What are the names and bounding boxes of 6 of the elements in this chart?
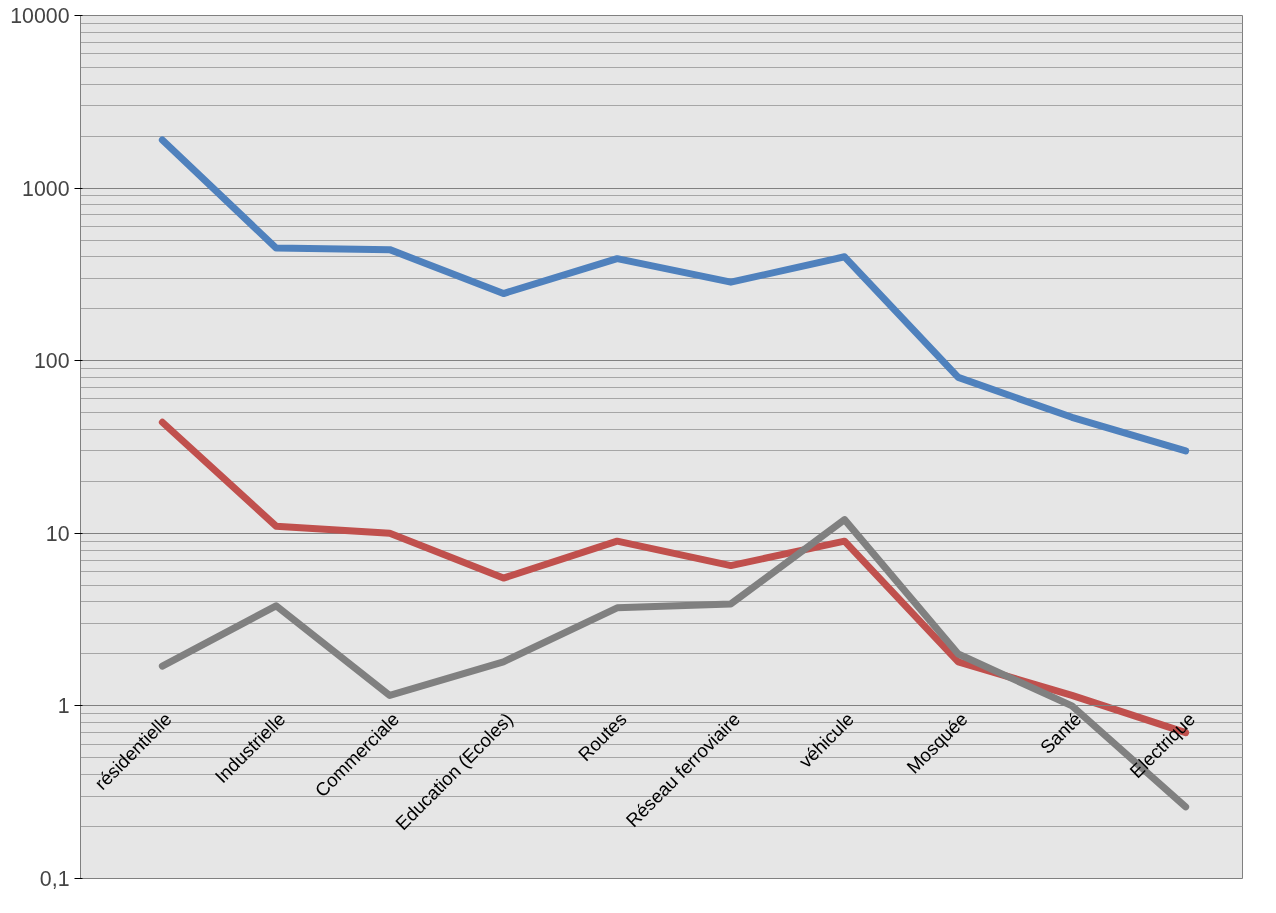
y-tick-label: 1000: [22, 176, 70, 201]
y-tick-label: 10000: [10, 4, 70, 28]
y-tick-label: 10: [45, 521, 70, 546]
y-tick-label: 100: [33, 349, 70, 374]
y-tick-label: 0,1: [39, 867, 70, 891]
y-tick-label: 1: [57, 694, 70, 719]
